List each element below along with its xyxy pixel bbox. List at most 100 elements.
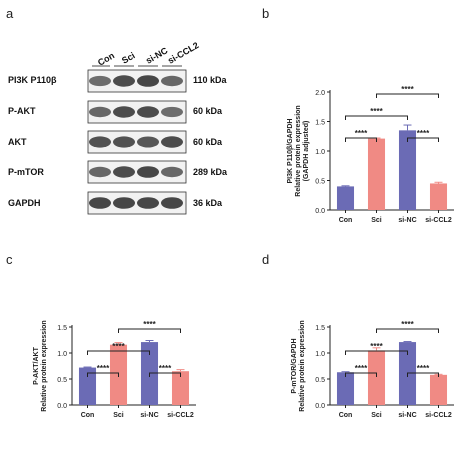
blot-band <box>137 197 159 209</box>
panel-c-chart: c 0.0 0.5 1.0 1.5 P-AKT/AKT Relative protein e… <box>6 252 196 419</box>
blot-band <box>113 166 135 178</box>
significance-bracket <box>149 372 181 377</box>
x-tick-label: si-NC <box>398 217 416 224</box>
y-axis-label: Relative protein expression <box>41 320 48 411</box>
blot-band <box>161 197 183 209</box>
protein-label: P-mTOR <box>8 167 44 177</box>
significance-bracket <box>87 372 119 377</box>
y-tick-label: 1.5 <box>57 325 67 332</box>
y-tick-label: 0.0 <box>57 403 67 410</box>
y-tick-label: 2.0 <box>315 90 325 97</box>
significance-bracket <box>345 372 377 377</box>
y-tick-label: 1.5 <box>315 120 325 127</box>
x-tick-label: Con <box>339 217 353 224</box>
blot-band <box>113 136 135 148</box>
blot-band <box>113 106 135 118</box>
significance-bracket <box>118 328 181 333</box>
significance-label: **** <box>401 85 414 94</box>
panel-letter-a: a <box>6 6 14 21</box>
significance-label: **** <box>370 342 383 351</box>
lane-label: si-CCL2 <box>166 40 200 66</box>
y-tick-label: 1.0 <box>315 149 325 156</box>
blot-band <box>137 136 159 148</box>
bar <box>78 367 97 405</box>
y-axis-label: PI3K P110β/GAPDH <box>287 119 294 184</box>
blot-band <box>89 166 111 178</box>
blot-band <box>89 136 111 148</box>
blot-band <box>137 166 159 178</box>
y-axis-label: Relative protein expression <box>295 105 302 196</box>
panel-b-chart: b 0.0 0.5 1.0 1.5 2.0 PI3K P110β/GAPDH Relative… <box>262 6 454 224</box>
x-tick-label: Sci <box>371 412 382 419</box>
x-tick-label: si-CCL2 <box>167 412 194 419</box>
y-axis-label: Relative protein expression <box>299 320 306 411</box>
significance-label: **** <box>370 107 383 116</box>
significance-label: **** <box>401 320 414 329</box>
significance-bracket <box>407 372 439 377</box>
panel-letter: c <box>6 252 13 267</box>
kda-label: 60 kDa <box>193 106 223 116</box>
x-tick-label: si-NC <box>398 412 416 419</box>
significance-bracket <box>407 137 439 142</box>
panel-a-western-blot: a Con Sci si-NC si-CCL2 PI3K P110β 110 k… <box>6 6 228 215</box>
bar <box>367 350 386 405</box>
blot-band <box>137 106 159 118</box>
significance-label: **** <box>143 320 156 329</box>
bar <box>336 372 355 405</box>
x-tick-label: Con <box>339 412 353 419</box>
bar <box>398 130 417 210</box>
significance-label: **** <box>159 364 172 373</box>
blot-row: GAPDH 36 kDa <box>8 191 223 215</box>
y-tick-label: 0.0 <box>315 403 325 410</box>
blot-row: AKT 60 kDa <box>8 130 223 154</box>
blot-row: PI3K P110β 110 kDa <box>8 69 228 93</box>
blot-band <box>113 197 135 209</box>
blot-band <box>161 166 183 178</box>
significance-label: **** <box>112 342 125 351</box>
y-tick-label: 0.5 <box>315 377 325 384</box>
protein-label: AKT <box>8 137 27 147</box>
blot-band <box>89 106 111 118</box>
panel-d-chart: d 0.0 0.5 1.0 1.5 P-mTOR/GAPDH Relative protei… <box>262 252 454 419</box>
bar <box>429 374 448 405</box>
y-tick-label: 1.5 <box>315 325 325 332</box>
protein-label: P-AKT <box>8 106 36 116</box>
bar <box>171 371 190 405</box>
blot-row: P-mTOR 289 kDa <box>8 160 228 184</box>
x-tick-label: si-NC <box>140 412 158 419</box>
y-axis-label: (GAPDH adjusted) <box>303 121 310 182</box>
significance-label: **** <box>355 364 368 373</box>
y-tick-label: 1.0 <box>315 351 325 358</box>
blot-band <box>89 197 111 209</box>
x-tick-label: Sci <box>371 217 382 224</box>
protein-label: GAPDH <box>8 198 41 208</box>
blot-band <box>137 75 159 87</box>
kda-label: 110 kDa <box>193 75 228 85</box>
blot-band <box>89 75 111 87</box>
y-axis-label: P-mTOR/GAPDH <box>291 338 298 393</box>
y-axis-label: P-AKT/AKT <box>33 346 40 384</box>
significance-bracket <box>345 115 408 120</box>
blot-band <box>161 106 183 118</box>
lane-label: Sci <box>120 50 137 65</box>
blot-row: P-AKT 60 kDa <box>8 100 223 124</box>
y-tick-label: 0.0 <box>315 208 325 215</box>
x-tick-label: si-CCL2 <box>425 412 452 419</box>
bar <box>367 138 386 210</box>
y-tick-label: 0.5 <box>315 179 325 186</box>
blot-band <box>161 75 183 87</box>
significance-label: **** <box>355 129 368 138</box>
significance-bracket <box>376 93 439 98</box>
blot-band <box>161 136 183 148</box>
significance-label: **** <box>417 129 430 138</box>
significance-bracket <box>376 328 439 333</box>
x-tick-label: si-CCL2 <box>425 217 452 224</box>
x-tick-label: Con <box>81 412 95 419</box>
y-tick-label: 1.0 <box>57 351 67 358</box>
significance-bracket <box>87 350 150 355</box>
blot-band <box>113 75 135 87</box>
kda-label: 36 kDa <box>193 198 223 208</box>
bar <box>429 183 448 210</box>
lane-label: Con <box>96 50 116 67</box>
